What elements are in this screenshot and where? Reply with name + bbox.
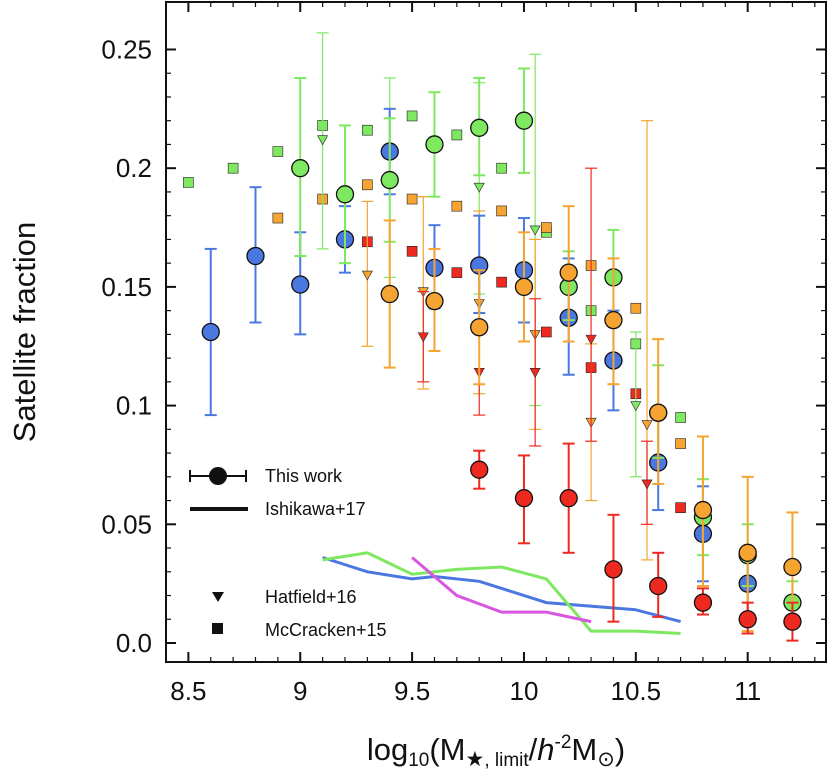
this-work-point-orange	[649, 403, 668, 422]
hatfield16-triangle-red	[641, 479, 653, 490]
this-work-point-red	[649, 576, 668, 596]
x-tick-label: 9	[293, 676, 307, 706]
hatfield16-triangle-green	[630, 401, 642, 412]
hatfield16-triangle-green	[529, 225, 541, 236]
mccracken15-square-orange	[496, 205, 507, 217]
mccracken15-square-orange	[630, 302, 642, 314]
this-work-point-orange	[559, 263, 578, 282]
mccracken15-square-red	[406, 245, 418, 257]
y-tick-label: 0.1	[116, 391, 152, 421]
ishikawa17-line-green	[322, 551, 681, 635]
this-work-point-orange	[380, 284, 399, 304]
mccracken15-square-green	[675, 412, 686, 423]
mccracken15-square-red	[451, 267, 463, 278]
legend-label-ishikawa: Ishikawa+17	[265, 499, 366, 519]
this-work-point-orange	[693, 500, 713, 520]
legend: This work Ishikawa+17 Hatfield+16 McCrac…	[189, 466, 387, 640]
x-tick-label: 11	[734, 676, 761, 706]
this-work-point-green	[514, 111, 534, 130]
this-work-point-red	[783, 612, 802, 631]
hatfield16-triangle-orange	[641, 420, 653, 431]
mccracken15-square-red	[496, 276, 507, 288]
this-work-point-orange	[470, 318, 489, 337]
legend-triangle-marker	[212, 592, 224, 602]
mccracken15-square-orange	[272, 212, 284, 224]
legend-label-mccracken: McCracken+15	[265, 620, 387, 640]
legend-square-marker	[212, 623, 223, 634]
this-work-point-red	[470, 460, 489, 479]
y-tick-label: 0.05	[101, 509, 152, 539]
hatfield16-triangle-red	[529, 368, 541, 378]
this-work-point-orange	[783, 557, 802, 577]
mccracken15-square-orange	[451, 200, 463, 212]
this-work-point-blue	[201, 322, 220, 342]
series-layer	[183, 32, 802, 642]
legend-label-hatfield: Hatfield+16	[265, 587, 357, 607]
mccracken15-square-red	[541, 326, 552, 338]
mccracken15-square-orange	[675, 438, 686, 449]
y-tick-label: 0.0	[116, 628, 152, 658]
mccracken15-square-green	[183, 177, 194, 188]
this-work-point-red	[738, 610, 757, 629]
mccracken15-square-green	[496, 162, 507, 174]
this-work-point-red	[604, 560, 623, 579]
y-tick-label: 0.2	[116, 153, 152, 183]
legend-circle-marker	[209, 467, 227, 485]
x-axis-title: log10(M★, limit/h-2M⊙)	[367, 732, 625, 771]
this-work-point-orange	[514, 277, 534, 297]
mccracken15-square-green	[362, 124, 373, 136]
this-work-point-red	[693, 593, 713, 612]
x-tick-label: 10.5	[611, 676, 662, 706]
mccracken15-square-orange	[362, 179, 373, 191]
this-work-point-orange	[604, 310, 623, 330]
this-work-point-orange	[425, 291, 444, 311]
mccracken15-square-orange	[541, 222, 552, 233]
mccracken15-square-orange	[406, 193, 418, 205]
mccracken15-square-green	[451, 129, 463, 141]
hatfield16-triangle-green	[317, 135, 329, 146]
y-tick-label: 0.25	[101, 34, 152, 64]
mccracken15-square-green	[227, 162, 239, 174]
this-work-point-green	[425, 135, 444, 154]
mccracken15-square-green	[272, 146, 284, 157]
this-work-point-blue	[246, 246, 265, 266]
axes-layer: 8.5 9 9.5 10 10.5 11 0.0 0.05 0.1 0.15 0.2 0.25	[101, 2, 826, 706]
this-work-point-orange	[738, 543, 757, 562]
y-tick-label: 0.15	[101, 272, 152, 302]
this-work-point-green	[335, 185, 355, 204]
ishikawa17-line-blue	[322, 556, 681, 624]
this-work-point-green	[380, 170, 399, 190]
plot-frame	[165, 1, 827, 663]
x-tick-label: 9.5	[394, 676, 430, 706]
x-tick-label: 8.5	[170, 676, 206, 706]
hatfield16-triangle-green	[473, 182, 485, 193]
this-work-point-green	[470, 118, 489, 137]
this-work-point-red	[559, 489, 578, 508]
x-tick-label: 10	[510, 676, 539, 706]
hatfield16-triangle-red	[417, 332, 429, 343]
ishikawa17-line-magenta	[411, 556, 592, 624]
this-work-point-blue	[291, 275, 310, 294]
mccracken15-square-red	[675, 502, 686, 513]
y-axis-title: Satellite fraction	[7, 222, 42, 443]
hatfield16-triangle-red	[585, 334, 597, 345]
this-work-point-red	[514, 489, 534, 508]
this-work-point-green	[291, 159, 310, 178]
hatfield16-triangle-orange	[361, 270, 373, 281]
mccracken15-square-green	[406, 110, 418, 122]
legend-label-this-work: This work	[265, 466, 343, 486]
